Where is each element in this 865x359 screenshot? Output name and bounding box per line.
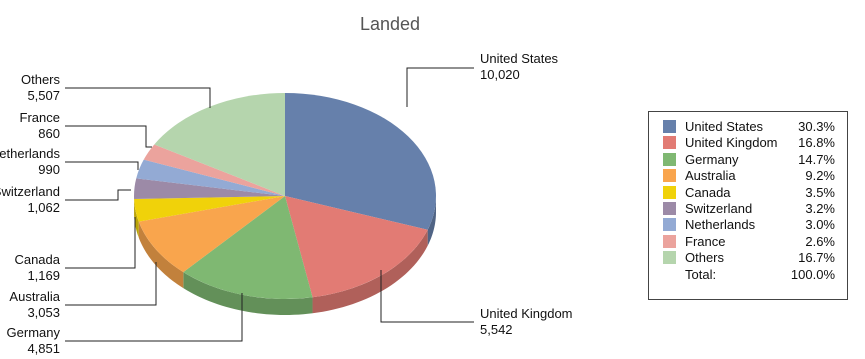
slice-value-australia: 3,053 xyxy=(27,305,60,320)
slice-label-canada: Canada xyxy=(14,252,60,267)
legend-item-germany: Germany 14.7% xyxy=(663,152,847,168)
legend-swatch xyxy=(663,152,676,166)
pie-slice-united-states xyxy=(285,93,437,230)
pie-slice-switzerland xyxy=(134,178,285,200)
legend-item-canada: Canada 3.5% xyxy=(663,185,847,201)
legend-total-row: Total: 100.0% xyxy=(663,267,847,283)
legend-swatch xyxy=(663,169,676,183)
leader-line-others xyxy=(65,87,211,108)
legend-swatch xyxy=(663,201,676,215)
legend-label: France xyxy=(685,233,726,249)
legend-item-australia: Australia 9.2% xyxy=(663,168,847,184)
slice-value-united-kingdom: 5,542 xyxy=(480,322,513,337)
pie-side-united-kingdom xyxy=(312,229,428,314)
pie-side-canada xyxy=(134,199,139,238)
legend-label: Netherlands xyxy=(685,217,756,233)
legend-swatch xyxy=(663,251,676,265)
legend-percent: 16.7% xyxy=(798,250,835,266)
pie-slice-united-kingdom xyxy=(285,196,428,298)
slice-label-germany: Germany xyxy=(7,325,61,340)
legend-percent: 14.7% xyxy=(798,151,835,167)
legend-item-france: France 2.6% xyxy=(663,234,847,250)
slice-label-australia: Australia xyxy=(9,289,60,304)
slice-value-netherlands: 990 xyxy=(38,162,60,177)
pie-side-germany xyxy=(183,272,313,315)
legend-label: Others xyxy=(685,250,725,266)
pie-sides xyxy=(134,196,436,315)
slice-label-switzerland: Switzerland xyxy=(0,184,60,199)
pie-slice-others xyxy=(154,93,285,196)
legend-swatch xyxy=(663,218,676,232)
pie-slice-france xyxy=(143,144,285,196)
pie-side-australia xyxy=(138,221,184,289)
leader-line-france xyxy=(65,125,152,148)
slice-value-united-states: 10,020 xyxy=(480,67,520,82)
legend-rows: United States 30.3% United Kingdom 16.8% Ger… xyxy=(663,119,847,267)
leader-line-germany xyxy=(65,293,243,342)
legend-label: Switzerland xyxy=(685,200,753,216)
legend-label: Germany xyxy=(685,151,739,167)
legend-percent: 3.5% xyxy=(805,184,835,200)
chart-subtitle: Landed xyxy=(359,14,421,34)
legend-label: United States xyxy=(685,119,764,134)
pie-slice-canada xyxy=(134,196,285,222)
slice-value-france: 860 xyxy=(38,126,60,141)
leader-line-netherlands xyxy=(65,161,139,170)
pie-slice-germany xyxy=(183,196,313,299)
leader-line-switzerland xyxy=(65,189,131,201)
slice-value-switzerland: 1,062 xyxy=(27,200,60,215)
slice-value-canada: 1,169 xyxy=(27,268,60,283)
pie-slice-netherlands xyxy=(136,159,285,196)
slice-value-others: 5,507 xyxy=(27,88,60,103)
legend-percent: 3.2% xyxy=(805,200,835,216)
slice-label-netherlands: Netherlands xyxy=(0,146,60,161)
legend-item-netherlands: Netherlands 3.0% xyxy=(663,217,847,233)
legend-percent: 2.6% xyxy=(805,233,835,249)
leader-line-australia xyxy=(65,262,157,306)
leader-line-united-states xyxy=(406,67,474,107)
leader-line-canada xyxy=(65,217,136,269)
legend-percent: 30.3% xyxy=(798,119,835,134)
leader-line-united-kingdom xyxy=(380,270,474,323)
legend-item-united-kingdom: United Kingdom 16.8% xyxy=(663,135,847,151)
legend-swatch xyxy=(663,185,676,199)
legend-swatch xyxy=(663,234,676,248)
pie-slice-australia xyxy=(138,196,285,273)
legend-item-switzerland: Switzerland 3.2% xyxy=(663,201,847,217)
legend-swatch xyxy=(663,120,676,133)
legend-percent: 16.8% xyxy=(798,135,835,151)
legend-swatch xyxy=(663,136,676,150)
legend-label: Australia xyxy=(685,168,736,184)
slice-label-united-states: United States xyxy=(480,51,559,66)
legend-label: Canada xyxy=(685,184,731,200)
legend-item-united-states: United States 30.3% xyxy=(663,119,847,135)
slice-label-others: Others xyxy=(21,72,61,87)
legend-total-percent: 100.0% xyxy=(790,266,835,282)
slice-value-germany: 4,851 xyxy=(27,341,60,356)
pie-top xyxy=(134,93,437,299)
slice-label-united-kingdom: United Kingdom xyxy=(480,306,573,321)
legend-percent: 3.0% xyxy=(805,217,835,233)
legend-label: United Kingdom xyxy=(685,135,778,151)
chart-legend: United States 30.3% United Kingdom 16.8% Ger… xyxy=(648,111,848,300)
pie-side-united-states xyxy=(427,196,436,246)
slice-label-france: France xyxy=(20,110,60,125)
legend-item-others: Others 16.7% xyxy=(663,250,847,266)
legend-total-label: Total: xyxy=(685,266,717,282)
legend-percent: 9.2% xyxy=(805,168,835,184)
